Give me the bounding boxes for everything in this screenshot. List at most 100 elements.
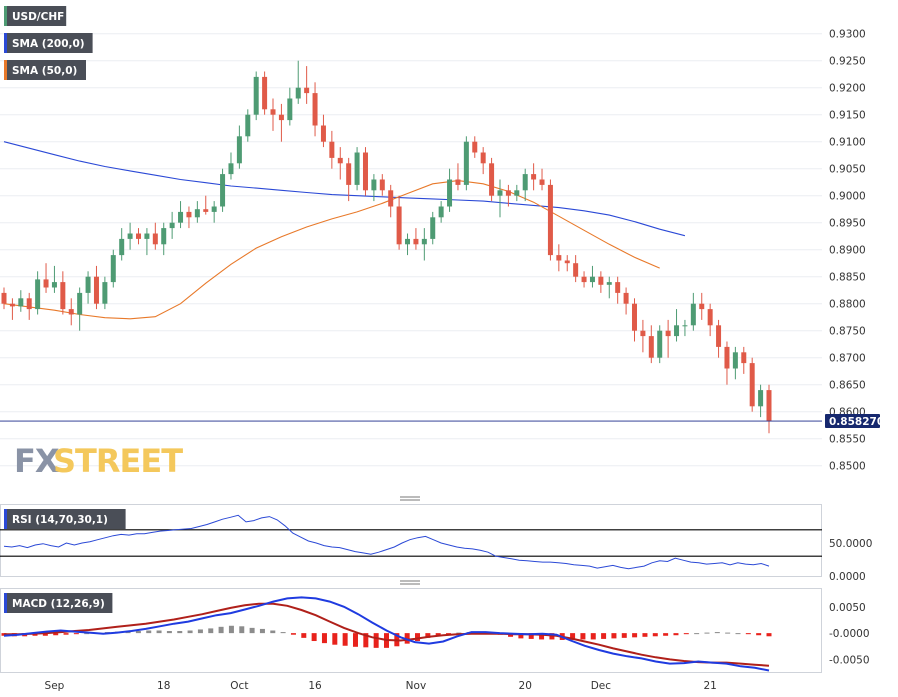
candle — [236, 125, 242, 169]
candle — [194, 201, 200, 223]
candle — [724, 341, 730, 385]
panel-resize-handle-2[interactable] — [400, 580, 420, 585]
price-tick-label: 0.9100 — [829, 137, 866, 149]
macd-hist-bar — [342, 633, 348, 646]
candle — [480, 147, 486, 175]
candle — [9, 298, 15, 320]
candle — [152, 222, 158, 250]
price-tick-label: 0.8900 — [829, 245, 866, 257]
candle — [497, 179, 503, 218]
price-panel: 0.9300 0.9250 0.9200 0.9150 0.9100 0.9050 0.90… — [0, 6, 884, 480]
candle — [472, 136, 478, 158]
macd-hist-bar — [280, 632, 286, 634]
candle-body — [362, 152, 368, 191]
candle-body — [245, 114, 251, 137]
candle — [1, 287, 7, 310]
macd-tick-label: 0.0050 — [829, 602, 866, 614]
rsi-legend-entry-label: RSI (14,70,30,1) — [12, 514, 108, 526]
candle-body — [438, 206, 444, 218]
candle-body — [556, 255, 562, 261]
candle — [26, 292, 32, 320]
sma200-path — [3, 141, 686, 237]
macd-legend-entry-label: MACD (12,26,9) — [12, 598, 105, 610]
price-legend-entry-background — [4, 6, 67, 26]
candle — [320, 114, 326, 148]
macd-hist-bar — [652, 633, 658, 637]
macd-hist-bar — [73, 633, 79, 635]
macd-hist-bar — [363, 633, 369, 648]
candle-body — [581, 276, 587, 283]
candle-body — [152, 233, 158, 245]
x-tick-label: 16 — [308, 680, 322, 692]
candle-body — [1, 292, 7, 304]
macd-hist-bar — [270, 630, 276, 634]
candle — [304, 66, 310, 104]
candle-body — [346, 163, 352, 185]
candle — [589, 265, 595, 288]
macd-hist-bar — [539, 633, 545, 640]
macd-legend: MACD (12,26,9) — [4, 593, 113, 613]
macd-hist-bar — [166, 631, 172, 634]
price-legend-entry: SMA (50,0) — [4, 60, 86, 80]
macd-hist-bar — [580, 633, 586, 640]
candle — [60, 271, 66, 315]
macd-hist-bar — [570, 633, 576, 640]
x-tick-label: Sep — [45, 680, 65, 692]
price-tick-label: 0.8850 — [829, 272, 866, 284]
candle-body — [304, 87, 310, 94]
panel-resize-handle-1[interactable] — [0, 494, 822, 503]
candle — [405, 233, 411, 256]
price-tick-label: 0.8950 — [829, 218, 866, 230]
candle-body — [178, 211, 184, 223]
rsi-panel-border — [0, 504, 822, 577]
candle — [220, 168, 226, 212]
macd-hist-bar — [218, 626, 224, 634]
candle-body — [430, 217, 436, 239]
macd-hist-bar — [228, 625, 234, 634]
candle-body — [539, 179, 545, 185]
rsi-legend: RSI (14,70,30,1) — [4, 509, 126, 529]
candle — [35, 271, 41, 315]
candle — [346, 157, 352, 202]
candle — [489, 157, 495, 202]
macd-hist-bar — [259, 628, 265, 634]
candle — [598, 271, 604, 293]
candle — [144, 228, 150, 256]
candle — [463, 136, 469, 191]
macd-hist-bar — [42, 633, 48, 636]
macd-hist-bar — [632, 633, 638, 638]
candle-body — [749, 363, 755, 407]
candle-body — [522, 174, 528, 191]
fxstreet-watermark: FX STREET — [14, 442, 184, 480]
macd-line — [3, 596, 770, 672]
candle — [564, 255, 570, 272]
candle-body — [144, 233, 150, 239]
macd-hist-bar — [601, 633, 607, 639]
rsi-y-axis: 50.0000 0.0000 — [829, 538, 872, 583]
rsi-legend-entry: RSI (14,70,30,1) — [4, 509, 126, 529]
candle-body — [514, 190, 520, 196]
candle — [623, 287, 629, 315]
macd-hist-bar — [694, 633, 700, 635]
price-legend-entry-swatch — [4, 6, 7, 26]
candle-body — [110, 255, 116, 283]
candle — [430, 211, 436, 245]
candle — [169, 211, 175, 239]
candle-body — [665, 330, 671, 337]
candle-body — [295, 87, 301, 99]
candle-body — [405, 238, 411, 245]
macd-hist-bar — [197, 629, 203, 634]
candle — [573, 255, 579, 283]
price-tick-label: 0.8500 — [829, 461, 866, 473]
candle-body — [463, 141, 469, 185]
candle-body — [253, 76, 259, 115]
candle — [270, 98, 276, 131]
candle-body — [354, 152, 360, 185]
candle-body — [741, 352, 747, 364]
macd-hist-bar — [611, 633, 617, 639]
macd-legend-entry-swatch — [4, 593, 7, 613]
macd-signal-line — [4, 602, 770, 667]
last-price-marker: 0.858270 — [0, 414, 884, 429]
macd-legend-entry: MACD (12,26,9) — [4, 593, 113, 613]
candle — [337, 147, 343, 180]
